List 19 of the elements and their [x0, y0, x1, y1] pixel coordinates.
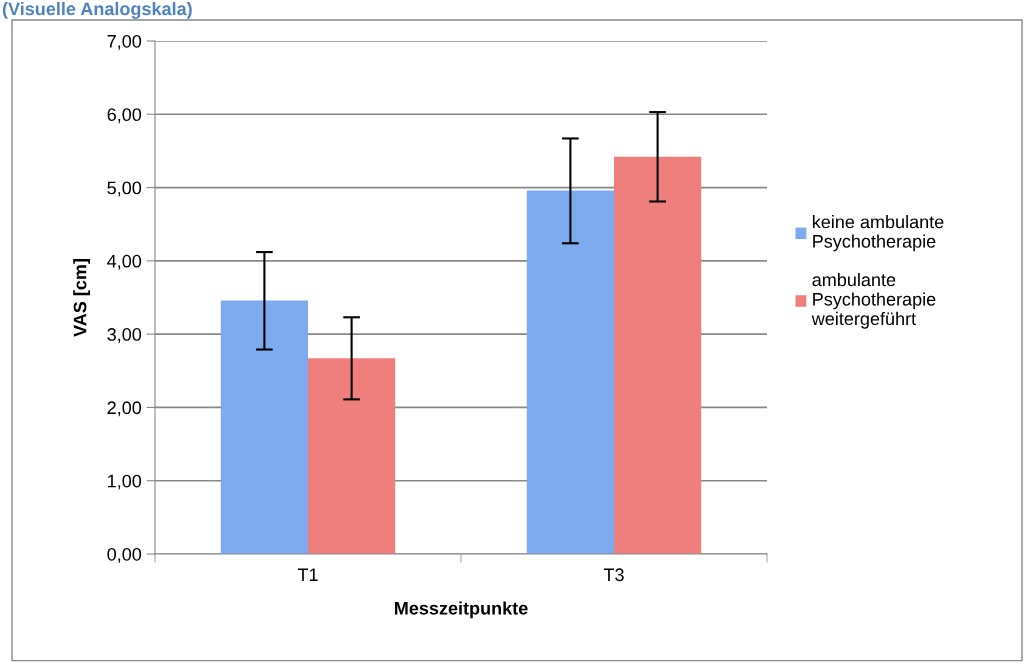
- chart-title: (Visuelle Analogskala): [2, 2, 192, 19]
- legend-label: keine ambulante Psychotherapie: [812, 215, 944, 252]
- legend-label: ambulante Psychotherapie weitergeführt: [811, 272, 936, 329]
- x-tick-label: T3: [603, 568, 624, 582]
- y-axis-title: VAS [cm]: [73, 259, 90, 337]
- y-tick-label: 1,00: [108, 474, 142, 490]
- x-axis-title: Messzeitpunkte: [394, 601, 528, 619]
- y-tick-label: 3,00: [107, 328, 142, 343]
- bar: [308, 358, 396, 554]
- bar: [526, 190, 614, 554]
- y-tick-label: 6,00: [107, 108, 142, 124]
- x-tick-label: T1: [297, 568, 318, 581]
- bar: [220, 300, 308, 554]
- bar: [614, 156, 702, 554]
- y-tick-label: 0,00: [107, 547, 142, 563]
- y-tick-label: 5,00: [107, 181, 142, 197]
- y-tick-label: 4,00: [107, 254, 142, 270]
- y-tick-label: 7,00: [107, 34, 142, 50]
- y-tick-label: 2,00: [107, 401, 142, 417]
